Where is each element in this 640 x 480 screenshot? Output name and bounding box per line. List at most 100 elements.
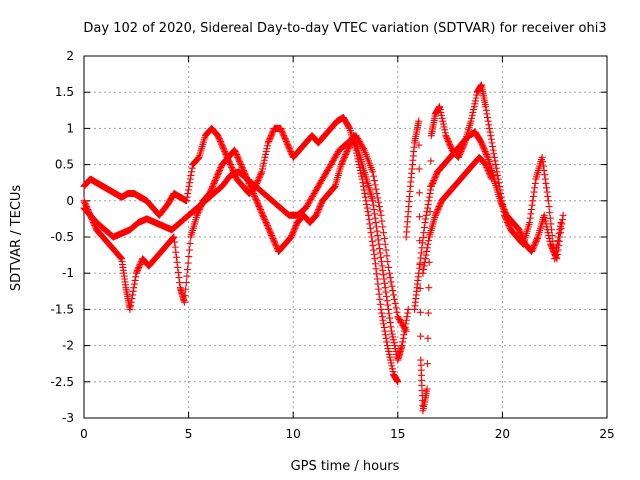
data-point (531, 239, 539, 247)
data-point (420, 266, 428, 274)
data-point (529, 192, 537, 200)
data-point (516, 227, 524, 235)
data-point (382, 288, 390, 296)
data-point (416, 213, 424, 221)
data-point (281, 135, 289, 143)
data-point (495, 179, 503, 187)
data-point (287, 233, 295, 241)
data-point (388, 282, 396, 290)
data-point (490, 150, 498, 158)
data-point (326, 162, 334, 170)
data-point (427, 186, 435, 194)
data-point (391, 300, 399, 308)
data-point (219, 143, 227, 151)
data-point (308, 194, 316, 202)
data-point (528, 246, 536, 254)
data-point (313, 184, 321, 192)
y-axis-label: SDTVAR / TECUs (9, 185, 24, 292)
data-point (429, 178, 437, 186)
data-point (172, 253, 180, 261)
data-point (288, 230, 296, 238)
data-point (501, 208, 509, 216)
data-point (129, 291, 137, 299)
data-point (255, 203, 263, 211)
data-point (545, 232, 553, 240)
data-point (173, 258, 181, 266)
data-point (546, 208, 554, 216)
data-point (250, 191, 258, 199)
data-point (384, 305, 392, 313)
data-point (267, 230, 275, 238)
data-point (485, 169, 493, 177)
data-point (258, 210, 266, 218)
data-point (484, 165, 492, 173)
data-point (194, 155, 202, 163)
data-point (456, 149, 464, 157)
data-point (256, 205, 264, 213)
data-point (312, 187, 320, 195)
data-point (446, 140, 454, 148)
data-point (370, 205, 378, 213)
data-point (542, 220, 550, 228)
data-point (552, 253, 560, 261)
data-point (415, 141, 423, 149)
data-point (344, 145, 352, 153)
data-point (303, 201, 311, 209)
data-point (260, 214, 268, 222)
data-point (484, 117, 492, 125)
data-point (370, 250, 378, 258)
data-point (315, 204, 323, 212)
data-point (369, 201, 377, 209)
data-point (174, 263, 182, 271)
data-point (305, 198, 313, 206)
data-point (254, 201, 262, 209)
data-point (171, 243, 179, 251)
data-points (80, 81, 567, 415)
data-point (368, 233, 376, 241)
data-point (212, 174, 220, 182)
data-point (263, 145, 271, 153)
data-point (256, 172, 264, 180)
data-point (390, 339, 398, 347)
data-point (383, 252, 391, 260)
data-point (402, 327, 410, 335)
data-point (117, 254, 125, 262)
y-tick-label: -0.5 (51, 230, 74, 244)
data-point (267, 132, 275, 140)
data-point (363, 200, 371, 208)
data-point (526, 219, 534, 227)
data-point (130, 284, 138, 292)
data-point (377, 258, 385, 266)
data-point (383, 342, 391, 350)
data-point (377, 305, 385, 313)
data-point (446, 142, 454, 150)
data-point (234, 153, 242, 161)
y-tick-label: -1.5 (51, 302, 74, 316)
data-point (365, 216, 373, 224)
data-point (415, 264, 423, 272)
data-point (211, 178, 219, 186)
data-point (427, 157, 435, 165)
data-point (530, 242, 538, 250)
data-point (401, 326, 409, 334)
data-point (443, 133, 451, 141)
data-point (257, 207, 265, 215)
data-point (302, 204, 310, 212)
data-point (548, 243, 556, 251)
data-point (415, 165, 423, 173)
data-point (308, 192, 316, 200)
data-point (262, 148, 270, 156)
data-point (184, 186, 192, 194)
data-point (374, 280, 382, 288)
data-point (443, 135, 451, 143)
data-point (469, 108, 477, 116)
data-point (544, 229, 552, 237)
data-point (186, 240, 194, 248)
data-point (258, 168, 266, 176)
data-point (435, 203, 443, 211)
data-point (384, 258, 392, 266)
data-point (214, 171, 222, 179)
data-point (457, 148, 465, 156)
data-point (214, 132, 222, 140)
data-point (340, 155, 348, 163)
